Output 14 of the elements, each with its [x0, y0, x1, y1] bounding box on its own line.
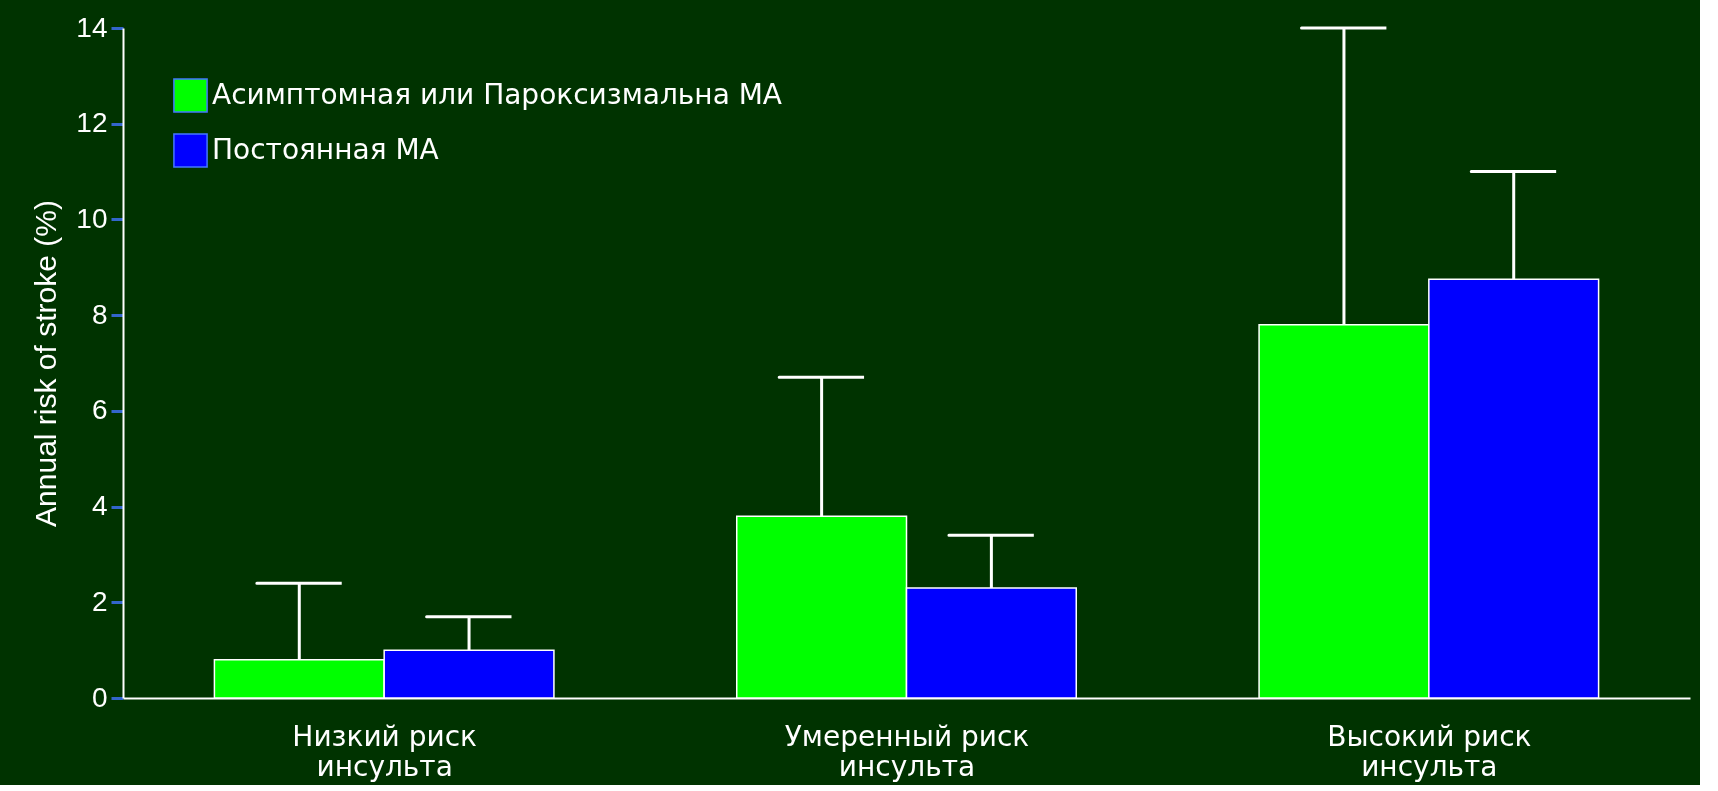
x-tick-label: Низкий риск инсульта — [292, 719, 477, 783]
legend-label: Асимптомная или Пароксизмальна МА — [212, 77, 783, 111]
y-tick-label: 14 — [76, 11, 108, 43]
y-tick-label: 8 — [91, 298, 108, 330]
y-tick-label: 12 — [76, 107, 108, 139]
legend-label: Постоянная МА — [212, 132, 439, 166]
y-tick-label: 0 — [91, 681, 108, 713]
x-tick-label: Умеренный риск инсульта — [784, 719, 1030, 783]
x-tick-label: Высокий риск инсульта — [1327, 719, 1532, 783]
y-axis-title: Annual risk of stroke (%) — [29, 200, 63, 527]
y-tick-label: 4 — [91, 490, 108, 522]
y-tick-label: 10 — [76, 202, 108, 234]
y-tick-label: 6 — [91, 394, 108, 426]
y-tick-label: 2 — [91, 585, 108, 617]
